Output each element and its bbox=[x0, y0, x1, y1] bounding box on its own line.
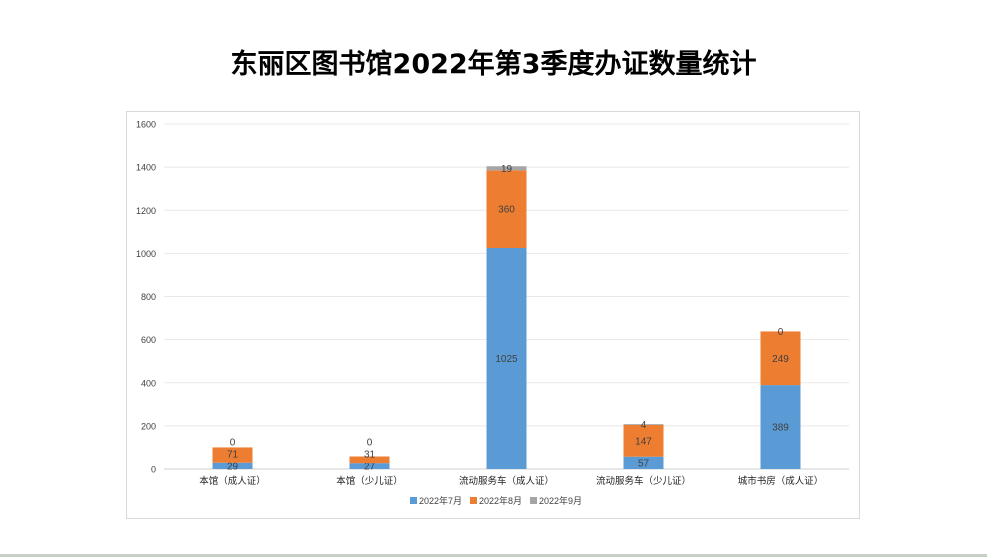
bar-segment bbox=[486, 247, 527, 469]
chart-title: 东丽区图书馆2022年第3季度办证数量统计 bbox=[230, 49, 757, 80]
chart-area: 0 200 400 600 800 1000 1200 1400 1600 29 71 0 本馆（成人证… bbox=[126, 111, 860, 519]
legend-label: 2022年8月 bbox=[479, 495, 522, 506]
y-tick-label: 1000 bbox=[136, 249, 156, 259]
legend-swatch bbox=[530, 497, 537, 504]
y-tick-label: 1200 bbox=[136, 206, 156, 216]
y-tick-label: 800 bbox=[141, 292, 156, 302]
data-label: 0 bbox=[778, 327, 784, 338]
bar-segment bbox=[212, 447, 253, 463]
bar-segment bbox=[486, 170, 527, 248]
legend-swatch bbox=[410, 497, 417, 504]
data-label: 31 bbox=[364, 450, 376, 461]
x-tick-label: 流动服务车（少儿证） bbox=[596, 475, 691, 487]
legend-label: 2022年7月 bbox=[419, 495, 462, 506]
x-tick-label: 流动服务车（成人证） bbox=[459, 475, 554, 487]
data-label: 389 bbox=[772, 423, 789, 434]
data-label: 1025 bbox=[495, 354, 518, 365]
data-label: 4 bbox=[641, 420, 647, 431]
y-tick-label: 1400 bbox=[136, 163, 156, 173]
bar-segment bbox=[349, 456, 390, 464]
data-label: 27 bbox=[364, 462, 376, 473]
y-tick-label: 400 bbox=[141, 378, 156, 388]
y-tick-label: 600 bbox=[141, 335, 156, 345]
data-label: 360 bbox=[498, 205, 515, 216]
x-tick-label: 城市书房（成人证） bbox=[738, 475, 824, 487]
bar-segment bbox=[623, 425, 664, 457]
bar-segment bbox=[212, 462, 253, 469]
divider bbox=[0, 554, 987, 557]
data-label: 0 bbox=[367, 438, 373, 449]
stacked-bar-chart: 0200400600800100012001400160029710本馆（成人证… bbox=[136, 120, 849, 506]
x-tick-label: 本馆（少儿证） bbox=[336, 475, 403, 487]
y-tick-label: 200 bbox=[141, 421, 156, 431]
bar-segment bbox=[349, 463, 390, 469]
bar-segment bbox=[760, 385, 801, 469]
data-label: 249 bbox=[772, 354, 789, 365]
data-label: 0 bbox=[230, 437, 236, 448]
y-tick-label: 1600 bbox=[136, 120, 156, 130]
legend-label: 2022年9月 bbox=[539, 495, 582, 506]
data-label: 19 bbox=[501, 164, 513, 175]
legend-swatch bbox=[470, 497, 477, 504]
bar-segment bbox=[486, 166, 527, 171]
data-label: 29 bbox=[227, 461, 239, 472]
y-tick-label: 0 bbox=[151, 465, 156, 475]
bar-segment bbox=[623, 424, 664, 426]
bar-segment bbox=[623, 456, 664, 469]
bar-segment bbox=[760, 331, 801, 386]
data-label: 71 bbox=[227, 449, 239, 460]
x-tick-label: 本馆（成人证） bbox=[199, 475, 266, 487]
data-label: 57 bbox=[638, 458, 650, 469]
data-label: 147 bbox=[635, 436, 652, 447]
